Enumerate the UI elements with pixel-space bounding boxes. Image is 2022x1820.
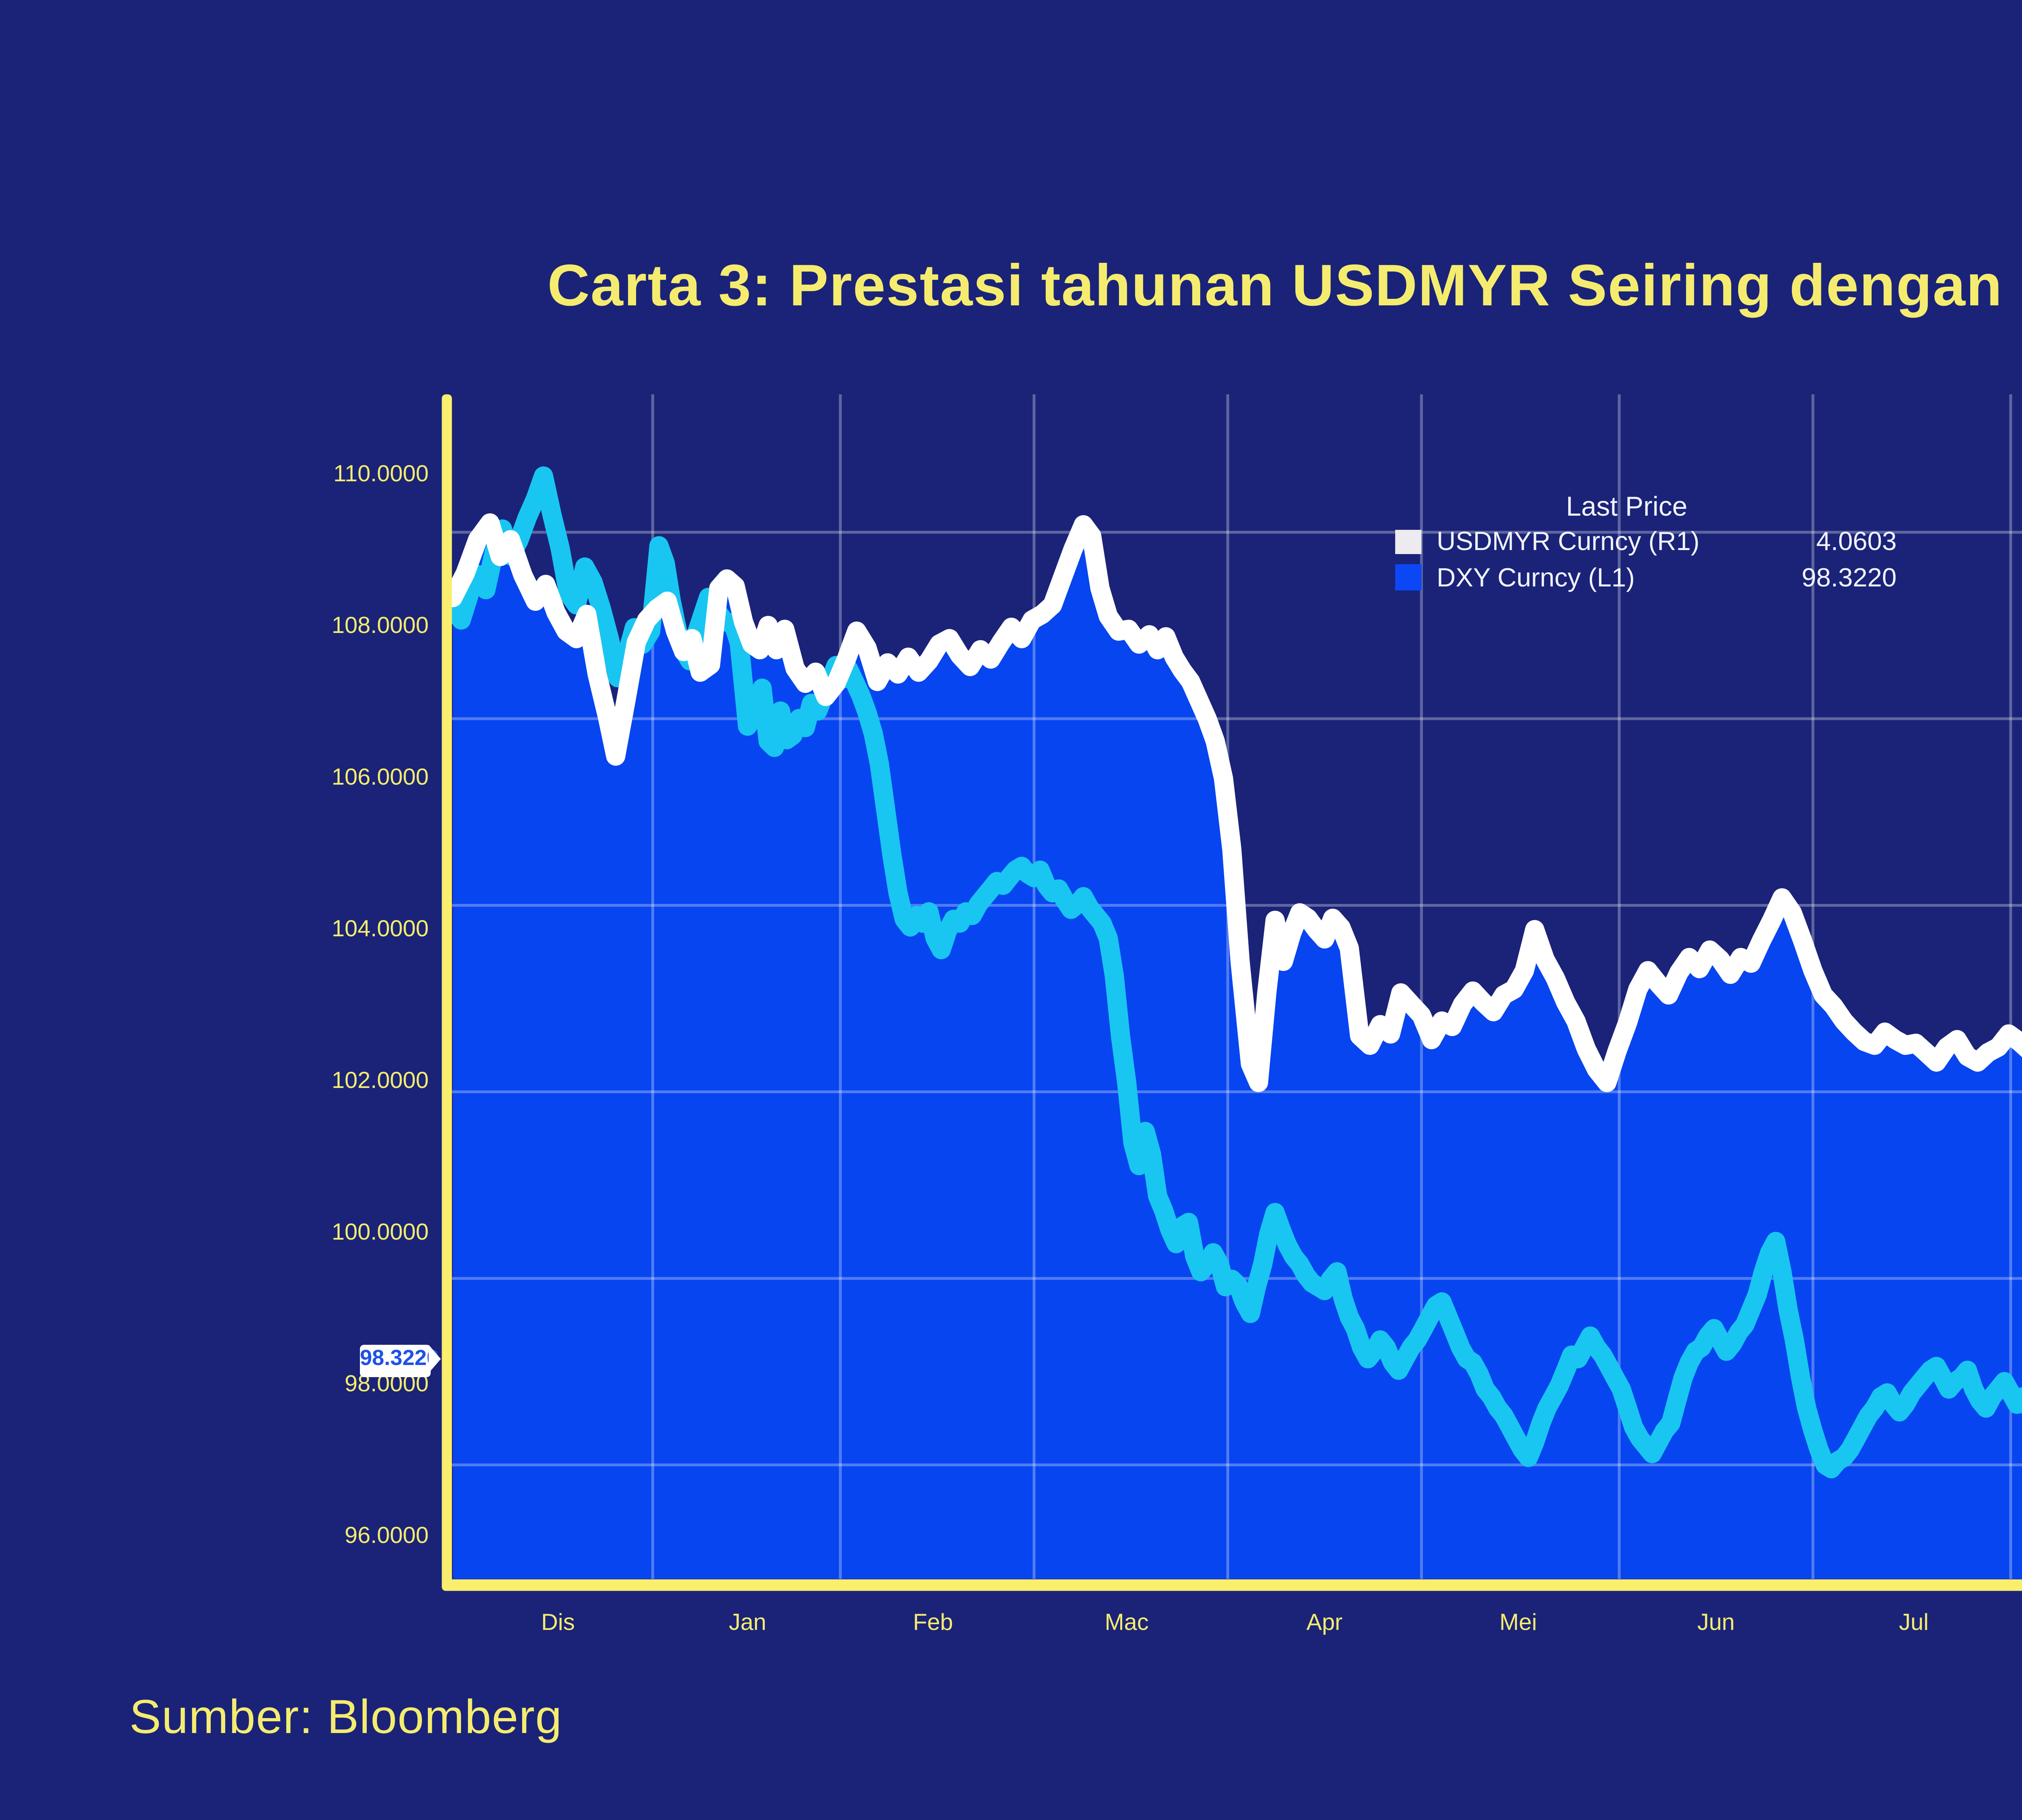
left-axis-tick: 104.0000: [332, 917, 429, 942]
dxy-badge-arrow-icon: [429, 1345, 442, 1374]
bottom-axis-bar: [442, 1579, 2022, 1591]
month-tick: Jan: [729, 1612, 766, 1636]
month-tick: Dis: [541, 1612, 575, 1636]
legend: Last Price USDMYR Curncy (R1) 4.0603 DXY…: [1349, 491, 1905, 595]
gridlines: [452, 394, 2022, 1579]
left-axis-tick: 96.0000: [345, 1524, 429, 1548]
legend-label: USDMYR Curncy (R1): [1436, 526, 1700, 557]
left-axis-tick: 110.0000: [333, 463, 429, 487]
legend-header: Last Price: [1566, 491, 1688, 522]
left-axis-bar: [442, 394, 452, 1591]
month-tick: Feb: [913, 1612, 953, 1636]
usdmyr-line: [443, 513, 2022, 1092]
legend-value: 98.3220: [1802, 561, 1897, 592]
month-tick: Apr: [1306, 1612, 1343, 1636]
legend-item-usdmyr: USDMYR Curncy (R1) 4.0603: [1349, 524, 1905, 559]
left-axis-tick: 100.0000: [332, 1221, 429, 1245]
legend-label: DXY Curncy (L1): [1436, 561, 1635, 592]
left-axis-tick: 108.0000: [332, 614, 429, 639]
month-tick: Jun: [1697, 1612, 1735, 1636]
month-tick: Mei: [1499, 1612, 1537, 1636]
month-tick: Jul: [1899, 1612, 1929, 1636]
legend-value: 4.0603: [1816, 526, 1897, 557]
usdmyr-swatch-icon: [1395, 529, 1421, 554]
chart-title: Carta 3: Prestasi tahunan USDMYR Seiring…: [547, 255, 2022, 320]
dxy-last-price-badge: 98.3220: [360, 1345, 439, 1377]
axis-frame: [442, 394, 2022, 1591]
left-axis-tick: 102.0000: [332, 1069, 429, 1094]
source-caption: Sumber: Bloomberg: [129, 1691, 563, 1743]
left-axis-tick: 106.0000: [332, 766, 429, 790]
month-tick: Mac: [1104, 1612, 1149, 1636]
legend-item-dxy: DXY Curncy (L1) 98.3220: [1349, 559, 1905, 595]
dxy-line: [443, 466, 2022, 1479]
usdmyr-area-fill: [453, 523, 2022, 1579]
dxy-swatch-icon: [1395, 564, 1421, 590]
